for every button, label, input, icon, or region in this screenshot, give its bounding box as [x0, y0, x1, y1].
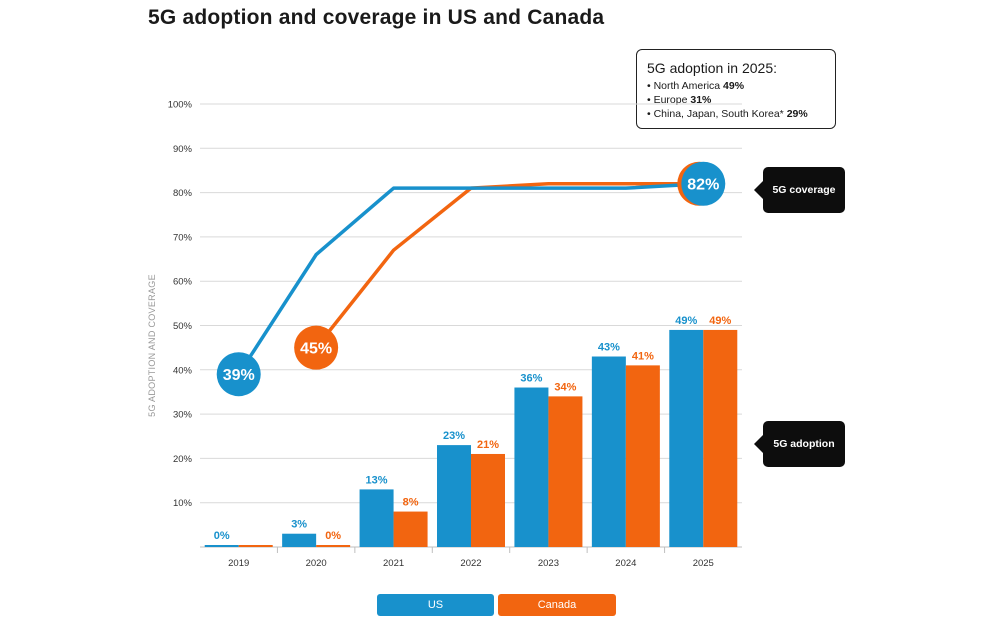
infobox-item-value: 31%	[690, 94, 712, 106]
bar-label: 49%	[709, 315, 731, 327]
y-tick-label: 70%	[173, 232, 193, 243]
bar-label: 23%	[443, 430, 465, 442]
y-tick-label: 50%	[173, 321, 193, 332]
x-tick-label: 2020	[306, 558, 327, 569]
infobox-item: China, Japan, South Korea* 29%	[647, 107, 825, 121]
y-tick-label: 10%	[173, 498, 193, 509]
infobox-item-label: China, Japan, South Korea*	[653, 108, 784, 120]
bar-canada-2019	[238, 545, 273, 547]
bar-us-2019	[204, 545, 239, 547]
infobox-item-value: 29%	[786, 108, 808, 120]
bar-us-2022	[437, 445, 471, 547]
bar-label: 13%	[366, 474, 388, 486]
bar-canada-2020	[316, 545, 351, 547]
coverage-bubble-us-2019	[216, 352, 261, 397]
x-tick-label: 2022	[460, 558, 481, 569]
adoption-2025-infobox: 5G adoption in 2025: North America 49% E…	[636, 49, 836, 129]
y-tick-label: 90%	[173, 144, 193, 155]
y-tick-label: 100%	[168, 100, 193, 111]
infobox-list: North America 49% Europe 31% China, Japa…	[647, 79, 825, 121]
bar-canada-2024	[625, 365, 660, 547]
bar-label: 0%	[214, 530, 230, 542]
bar-label: 49%	[675, 315, 697, 327]
bar-label: 0%	[325, 530, 341, 542]
bar-label: 41%	[632, 350, 654, 362]
bar-canada-2022	[471, 453, 505, 547]
infobox-item-label: North America	[653, 80, 721, 92]
x-tick-label: 2024	[615, 558, 636, 569]
coverage-line-canada	[314, 181, 704, 349]
bar-us-2024	[591, 356, 626, 547]
coverage-bubble-label: 39%	[223, 367, 255, 384]
bar-us-2020	[282, 533, 317, 547]
bar-label: 8%	[403, 497, 419, 509]
coverage-bubble-us-2025	[681, 161, 726, 206]
bar-us-2021	[359, 489, 394, 547]
x-tick-label: 2025	[693, 558, 714, 569]
y-tick-label: 20%	[173, 454, 193, 465]
bar-canada-2023	[548, 396, 583, 547]
coverage-bubble-label: 82%	[687, 177, 719, 194]
bar-label: 3%	[291, 519, 307, 531]
bar-label: 36%	[520, 373, 542, 385]
y-tick-label: 80%	[173, 188, 193, 199]
infobox-item: Europe 31%	[647, 93, 825, 107]
infobox-item-label: Europe	[653, 94, 688, 106]
bar-label: 21%	[477, 439, 499, 451]
adoption-callout: 5G adoption	[754, 421, 845, 467]
x-tick-label: 2021	[383, 558, 404, 569]
bar-canada-2025	[703, 329, 738, 547]
infobox-title: 5G adoption in 2025:	[647, 60, 777, 76]
bar-label: 43%	[598, 342, 620, 354]
y-tick-label: 40%	[173, 365, 193, 376]
x-tick-label: 2019	[228, 558, 249, 569]
y-tick-label: 30%	[173, 410, 193, 421]
bar-us-2025	[669, 329, 704, 547]
coverage-bubble-canada-2020	[294, 325, 339, 370]
infobox-item: North America 49%	[647, 79, 825, 93]
coverage-line-us	[237, 181, 704, 376]
coverage-callout: 5G coverage	[754, 167, 845, 213]
y-tick-label: 60%	[173, 277, 193, 288]
bar-canada-2021	[393, 511, 428, 547]
legend-us[interactable]: US	[377, 594, 494, 616]
x-tick-label: 2023	[538, 558, 559, 569]
infobox-item-value: 49%	[723, 80, 745, 92]
bar-us-2023	[514, 387, 549, 547]
coverage-bubble-label: 45%	[300, 341, 332, 358]
chart-title: 5G adoption and coverage in US and Canad…	[148, 6, 605, 29]
legend-canada[interactable]: Canada	[498, 594, 616, 616]
y-axis-title: 5G ADOPTION AND COVERAGE	[147, 274, 157, 417]
bar-label: 34%	[554, 381, 576, 393]
